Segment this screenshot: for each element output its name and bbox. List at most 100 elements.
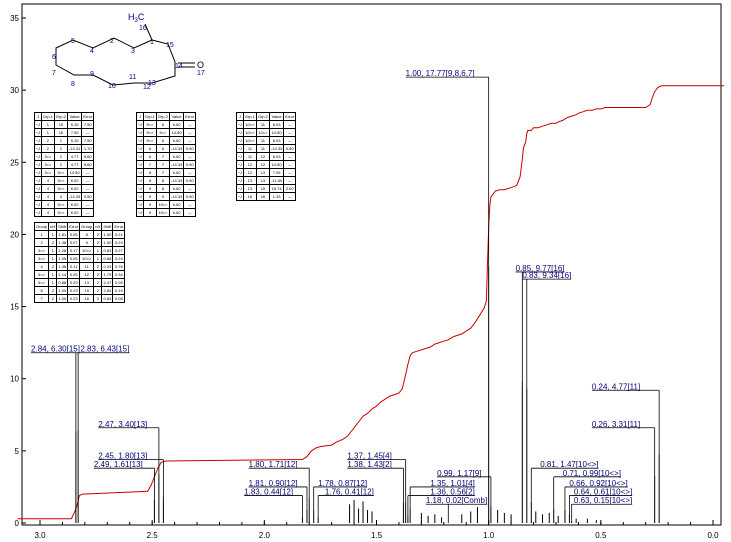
- table-cell: 1.05: [56, 254, 69, 263]
- table-row: ^J 10<> 10<> 14.50 ---: [236, 128, 297, 137]
- table-header-cell: Shift: [101, 222, 114, 231]
- table-header-cell: nH: [48, 222, 58, 231]
- table-row: 1 1 1.81 0.05 8 2 1.00 0.21: [33, 230, 126, 239]
- table-cell: 5<>: [33, 270, 50, 279]
- table-cell: ^J: [34, 152, 42, 161]
- table-cell: 5.60: [81, 152, 95, 161]
- table-cell: 8: [79, 230, 95, 239]
- peak-label-text: 2.83, 6.43[15]: [80, 345, 129, 354]
- table-cell: ---: [81, 128, 95, 137]
- table-cell: 11: [79, 262, 95, 271]
- table-cell: 8: [155, 184, 170, 193]
- table-cell: 8: [142, 176, 157, 185]
- table-cell: ^J: [236, 192, 244, 201]
- atom-label: 2: [110, 38, 114, 45]
- table-cell: 10<>: [79, 246, 95, 255]
- table-cell: 0.23: [67, 286, 81, 295]
- peak-label-text: 0.64, 0.61[10<>]: [574, 488, 632, 497]
- table-cell: 16: [242, 192, 257, 201]
- atom-label: 1: [150, 39, 154, 46]
- table-cell: 6.00: [168, 136, 185, 145]
- y-tick-label: 5: [15, 447, 20, 456]
- table-cell: 9: [142, 192, 157, 201]
- table-cell: 6.00: [168, 120, 185, 129]
- table-cell: 5<>: [53, 208, 68, 217]
- table-cell: 6: [155, 120, 170, 129]
- table-cell: 5<>: [142, 128, 157, 137]
- table-cell: ^J: [236, 168, 244, 177]
- table-row: ^J 4 4 -14.33 0.50: [34, 192, 95, 201]
- table-cell: -14.31: [66, 144, 83, 153]
- table-row: ^J 1 16 7.00 ---: [34, 128, 95, 137]
- table-cell: 4: [53, 192, 68, 201]
- table-cell: -14.33: [168, 160, 185, 169]
- table-cell: ^J: [34, 120, 42, 129]
- x-tick-label: 2.0: [259, 531, 271, 540]
- table-row: ^J 3<> 2 4.77 5.60: [34, 152, 95, 161]
- table-header-cell: Value: [66, 112, 83, 121]
- table-cell: 6.00: [66, 176, 83, 185]
- table-cell: 6.00: [66, 208, 83, 217]
- table-header-cell: Value: [268, 112, 285, 121]
- table-cell: 1.70: [81, 144, 95, 153]
- table-cell: 2: [53, 152, 68, 161]
- table-cell: ^J: [136, 192, 144, 201]
- table-cell: ---: [183, 152, 197, 161]
- table-cell: ^J: [136, 176, 144, 185]
- table-cell: ^J: [136, 184, 144, 193]
- table-cell: 10<>: [155, 208, 170, 217]
- table-header-cell: Grp.2: [255, 112, 270, 121]
- table-header-cell: Grp.1: [40, 112, 55, 121]
- table-row: ^J 11 12 6.03 ---: [236, 152, 297, 161]
- table-row: 5<> 1 0.88 0.29 13 2 2.47 0.05: [33, 278, 126, 287]
- table-cell: 1: [48, 278, 58, 287]
- table-cell: ---: [183, 184, 197, 193]
- table-cell: 13: [255, 168, 270, 177]
- table-cell: 2: [48, 286, 58, 295]
- table-cell: 6.00: [168, 184, 185, 193]
- x-tick-label: 2.5: [147, 531, 159, 540]
- table-cell: 14.50: [268, 128, 285, 137]
- table-row: ^J 11 11 -14.33 0.50: [236, 144, 297, 153]
- table-cell: 9: [155, 192, 170, 201]
- table-cell: 9: [79, 238, 95, 247]
- table-cell: ---: [283, 128, 297, 137]
- table-cell: ^J: [136, 208, 144, 217]
- table-cell: ---: [81, 168, 95, 177]
- table-header-cell: Grp.1: [242, 112, 257, 121]
- table-row: 5<> 1 1.14 0.25 12 2 1.79 0.34: [33, 270, 126, 279]
- table-cell: 9: [142, 200, 157, 209]
- table-cell: ^J: [236, 144, 244, 153]
- peak-label-text: 1.38, 1.43[2]: [347, 460, 391, 469]
- table-cell: 5.15: [66, 120, 83, 129]
- table-cell: ^J: [236, 160, 244, 169]
- table-cell: ---: [81, 208, 95, 217]
- table-header-cell: Group: [33, 222, 50, 231]
- molecule-methyl-bond: [144, 23, 153, 41]
- peak-label-text: 0.83, 9.34[16]: [522, 271, 571, 280]
- table-row: ^J 9 10<> 6.00 ---: [136, 200, 197, 209]
- table-row: ^J 4 3<> 6.00 ---: [34, 176, 95, 185]
- table-cell: 1: [33, 230, 50, 239]
- table-header-row: J Grp.1 Grp.2 Value Error: [236, 112, 297, 121]
- table-cell: ^J: [236, 136, 244, 145]
- table-cell: -11.80: [268, 176, 285, 185]
- atom-label: 4: [90, 48, 94, 55]
- y-tick-label: 15: [10, 303, 19, 312]
- table-row: ^J 6 7 6.00 ---: [136, 152, 197, 161]
- table-cell: 1.81: [56, 230, 69, 239]
- table-cell: 0.68: [101, 254, 114, 263]
- table-header-cell: J: [34, 112, 42, 121]
- table-cell: 6.03: [268, 136, 285, 145]
- table-cell: 6: [142, 144, 157, 153]
- peak-label-text: 1.78, 0.87[12]: [318, 479, 367, 488]
- table-cell: 2: [48, 262, 58, 271]
- table-cell: 6.03: [268, 152, 285, 161]
- table-row: ^J 3<> 3<> 14.50 ---: [34, 168, 95, 177]
- table-cell: 14.50: [268, 160, 285, 169]
- peak-label-text: 0.66, 0.92[10<>]: [569, 479, 627, 488]
- table-cell: 1.36: [56, 262, 69, 271]
- table-cell: 7.00: [66, 128, 83, 137]
- table-cell: ^J: [136, 152, 144, 161]
- table-cell: 7.05: [268, 168, 285, 177]
